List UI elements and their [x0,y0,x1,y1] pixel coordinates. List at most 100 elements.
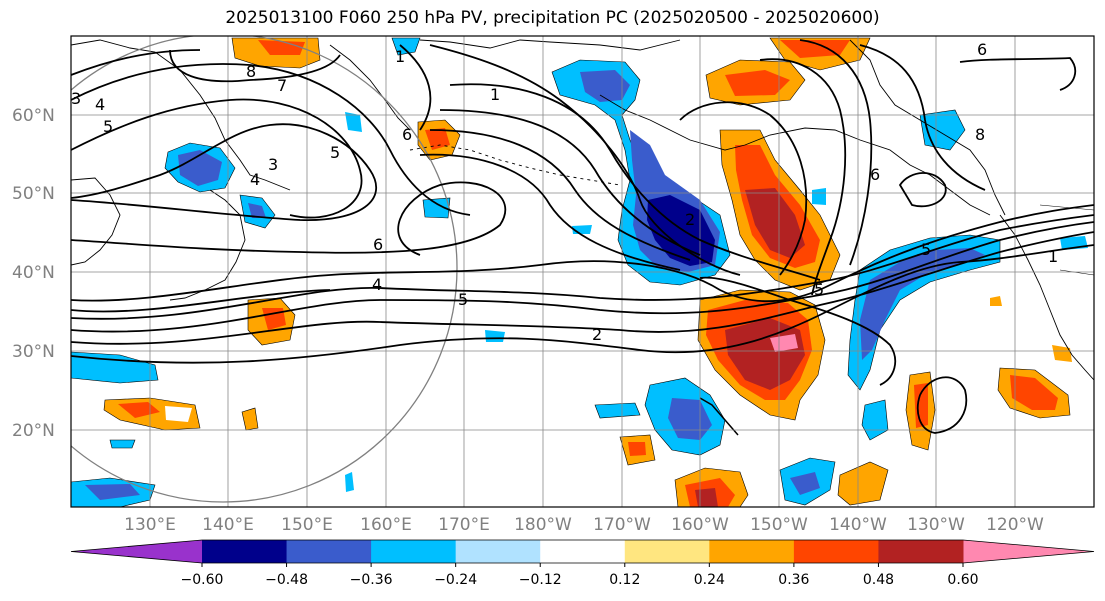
shade-negative [485,330,505,342]
colorbar-tick-label: −0.60 [181,572,224,588]
shade-positive [628,442,646,456]
coastline [169,189,246,301]
border [1059,269,1094,276]
shade-negative [391,37,421,56]
colorbar-tick-label: −0.12 [519,572,562,588]
lon-label: 170°E [438,515,490,535]
contour-label: 8 [246,62,256,81]
pv-contour [169,49,341,83]
coastline [599,94,991,216]
pv-contour [71,63,471,216]
colorbar-segment [878,540,964,563]
coastline [849,39,1006,216]
shade-negative [178,150,222,186]
lon-label: 150°E [281,515,333,535]
colorbar-tick-label: 0.36 [778,572,809,588]
border [1039,204,1094,211]
shade-positive [258,40,305,55]
shade-negative [71,351,159,384]
contour-label: 1 [1048,247,1058,266]
coastlines [71,39,1094,436]
shade-negative [345,112,362,132]
pv-contour [71,289,331,313]
pv-contour [859,44,986,191]
pv-contour [439,109,701,256]
shade-positive [780,40,850,58]
pv-contour [959,57,1077,91]
contour-label: 1 [395,47,405,66]
pv-contours [71,39,1094,434]
shade-positive [990,296,1002,306]
shade-negative [594,402,641,419]
colorbar-segment [455,540,541,563]
pv-contour [898,172,947,208]
pv-contour [449,83,821,281]
pv-contour [71,204,1094,303]
colorbar-tick-label: −0.24 [434,572,477,588]
latitude-labels: 60°N 50°N 40°N 30°N 20°N [12,106,55,441]
lon-label: 160°E [360,515,412,535]
contour-label: 5 [921,240,931,259]
contour-label: 5 [814,280,824,299]
colorbar-segment [371,540,457,563]
coastline [419,39,681,51]
shade-negative [580,70,630,102]
lat-label: 50°N [12,184,55,204]
shade-negative [109,439,136,449]
pv-contour [71,214,1094,320]
lat-label: 60°N [12,106,55,126]
shade-positive [118,402,160,418]
coastline [71,39,291,191]
range-circle [71,36,458,503]
colorbar-segment [540,540,626,563]
contour-label: 3 [268,155,278,174]
lon-label: 160°W [671,515,729,535]
shade-positive [837,461,889,506]
contour-label: 8 [975,125,985,144]
shade-negative [345,472,354,492]
pv-contour [399,44,432,131]
lon-label: 130°W [907,515,965,535]
contour-label: 5 [458,290,468,309]
shade-negative [647,195,715,266]
pv-contour [419,153,681,271]
precip-shading [71,37,1088,507]
longitude-labels: 130°E 140°E 150°E 160°E 170°E 180°W 170°… [124,515,1044,535]
contour-label: 4 [95,95,105,114]
coastline [71,177,121,266]
colorbar-segment [202,540,288,563]
colorbar-tick-label: 0.48 [863,572,894,588]
shade-negative [668,398,712,440]
coastline [329,44,411,131]
colorbar-extend-low [71,540,202,563]
lon-label: 180°W [514,515,572,535]
pv-contour [679,101,808,276]
shade-neutral [165,406,192,422]
contour-label: 5 [330,143,340,162]
pv-contour [71,244,1094,364]
contour-label: 6 [977,40,987,59]
map-title: 2025013100 F060 250 hPa PV, precipitatio… [225,8,880,28]
shade-positive [241,407,259,431]
lon-label: 170°W [593,515,651,535]
pv-contour [71,98,363,219]
shade-negative [248,203,266,218]
shade-negative [790,472,820,495]
colorbar-segments [70,539,1095,564]
pv-contour [759,58,847,296]
shade-negative [812,188,826,205]
shade-positive [745,188,805,258]
coastline [999,214,1094,381]
lon-label: 150°W [750,515,808,535]
contour-label: 6 [870,165,880,184]
pv-contour [429,129,691,261]
colorbar-tick-label: 0.12 [609,572,640,588]
colorbar-ticks: −0.60 −0.48 −0.36 −0.24 −0.12 0.12 0.24 0.36 0.4… [181,563,979,588]
contour-label: 4 [250,170,260,189]
colorbar-segment [709,540,795,563]
pv-contour [71,49,201,76]
graticule [71,36,1094,507]
hawaii [699,397,739,436]
contour-label: 6 [373,235,383,254]
